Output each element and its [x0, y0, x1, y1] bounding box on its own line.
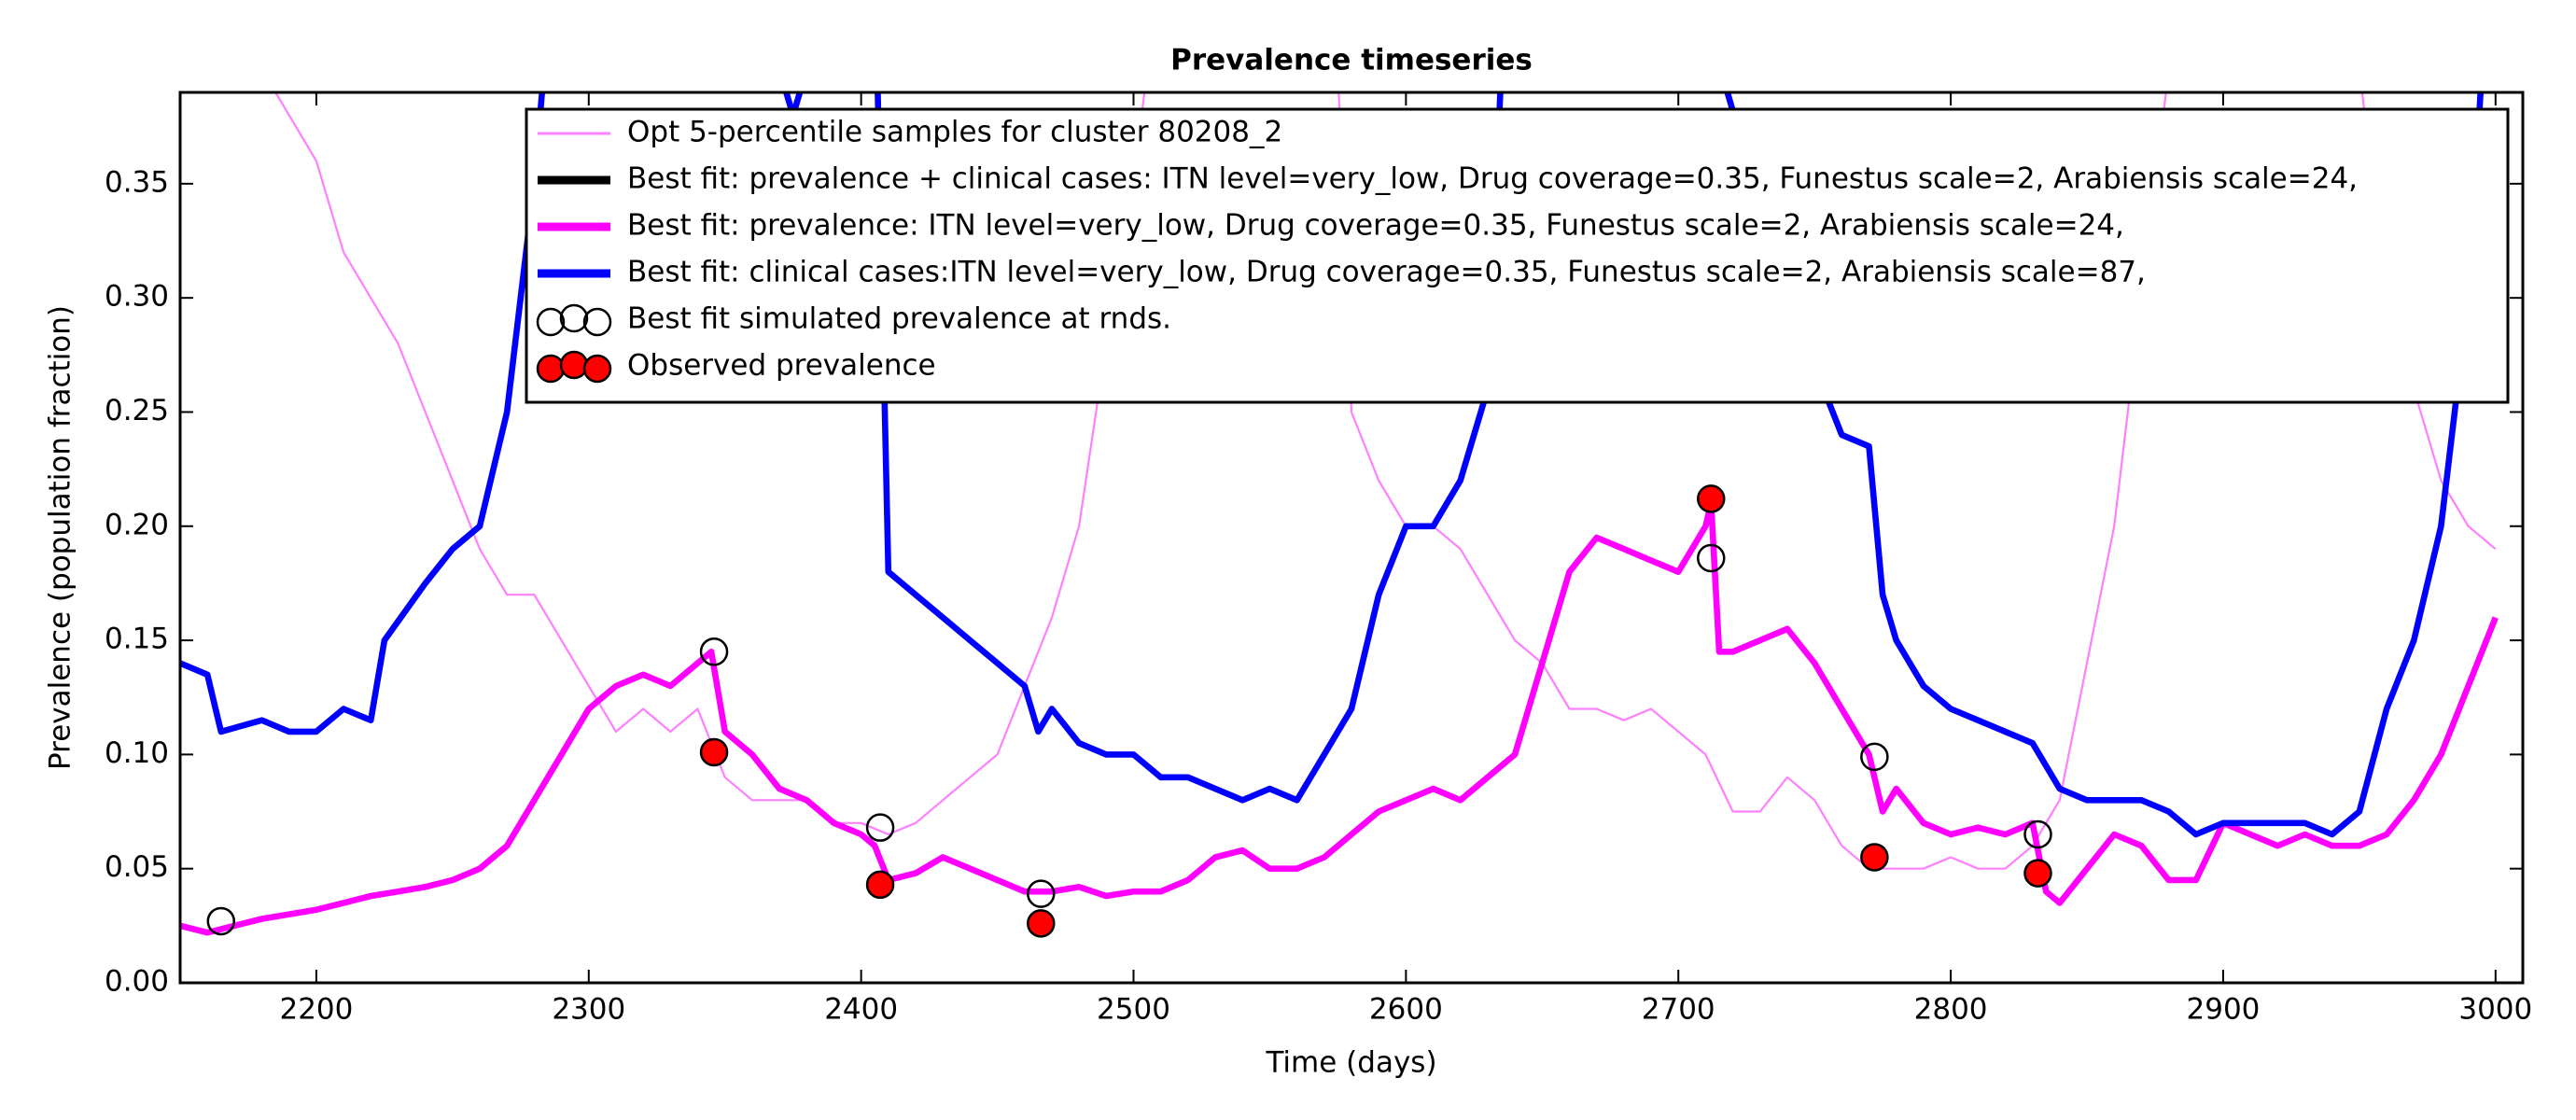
- legend-label: Observed prevalence: [627, 349, 936, 383]
- x-tick-label: 2300: [552, 993, 625, 1027]
- scatter-point: [2023, 859, 2052, 888]
- legend-marker: [536, 307, 566, 337]
- axes: 2200 2300 2400 2500 2600 2700 2800 2900 3000 0.00…: [105, 91, 2532, 1027]
- x-tick-label: 2200: [279, 993, 353, 1027]
- scatter-point: [865, 813, 895, 842]
- scatter-point: [1860, 742, 1889, 772]
- plot-frame: [178, 91, 2525, 985]
- legend-box: [525, 107, 2510, 404]
- scatter-point: [865, 870, 895, 900]
- scatter-point: [1027, 909, 1056, 938]
- y-tick-label: 0.25: [105, 394, 169, 427]
- series-line: [180, 500, 2499, 936]
- scatter-point: [1697, 543, 1726, 573]
- scatter-point: [206, 906, 236, 936]
- legend-marker: [582, 307, 612, 337]
- y-tick-label: 0.10: [105, 736, 169, 770]
- chart-title: Prevalence timeseries: [1170, 44, 1533, 77]
- legend-marker: [559, 303, 589, 333]
- y-axis-label: Prevalence (population fraction): [44, 305, 77, 770]
- legend-marker: [536, 354, 566, 384]
- y-tick-label: 0.00: [105, 965, 169, 999]
- x-tick-label: 2400: [824, 993, 898, 1027]
- y-tick-label: 0.35: [105, 165, 169, 199]
- legend-label: Best fit simulated prevalence at rnds.: [627, 302, 1171, 336]
- scatter-point: [699, 737, 729, 767]
- legend-label: Best fit: prevalence + clinical cases: I…: [627, 162, 2358, 196]
- legend-label: Best fit: clinical cases:ITN level=very_…: [627, 256, 2146, 289]
- x-tick-label: 2800: [1914, 993, 1988, 1027]
- plot-area: [180, 92, 2499, 938]
- y-tick-label: 0.05: [105, 850, 169, 884]
- series-line: [180, 92, 2485, 838]
- y-tick-label: 0.30: [105, 280, 169, 314]
- x-tick-label: 2900: [2187, 993, 2261, 1027]
- legend-label: Best fit: prevalence: ITN level=very_low…: [627, 209, 2124, 243]
- x-tick-label: 2600: [1369, 993, 1443, 1027]
- x-axis-label: Time (days): [1265, 1046, 1436, 1080]
- scatter-point: [1860, 843, 1889, 872]
- x-tick-label: 2500: [1097, 993, 1170, 1027]
- y-tick-label: 0.15: [105, 623, 169, 656]
- x-tick-label: 3000: [2458, 993, 2532, 1027]
- scatter-point: [699, 637, 729, 666]
- legend: Opt 5-percentile samples for cluster 802…: [525, 107, 2510, 404]
- scatter-point: [1027, 879, 1056, 908]
- x-tick-label: 2700: [1642, 993, 1715, 1027]
- legend-marker: [582, 354, 612, 384]
- scatter-point: [1697, 484, 1726, 513]
- legend-label: Opt 5-percentile samples for cluster 802…: [627, 116, 1282, 149]
- y-tick-label: 0.20: [105, 508, 169, 541]
- legend-marker: [559, 350, 589, 380]
- scatter-point: [2023, 819, 2052, 849]
